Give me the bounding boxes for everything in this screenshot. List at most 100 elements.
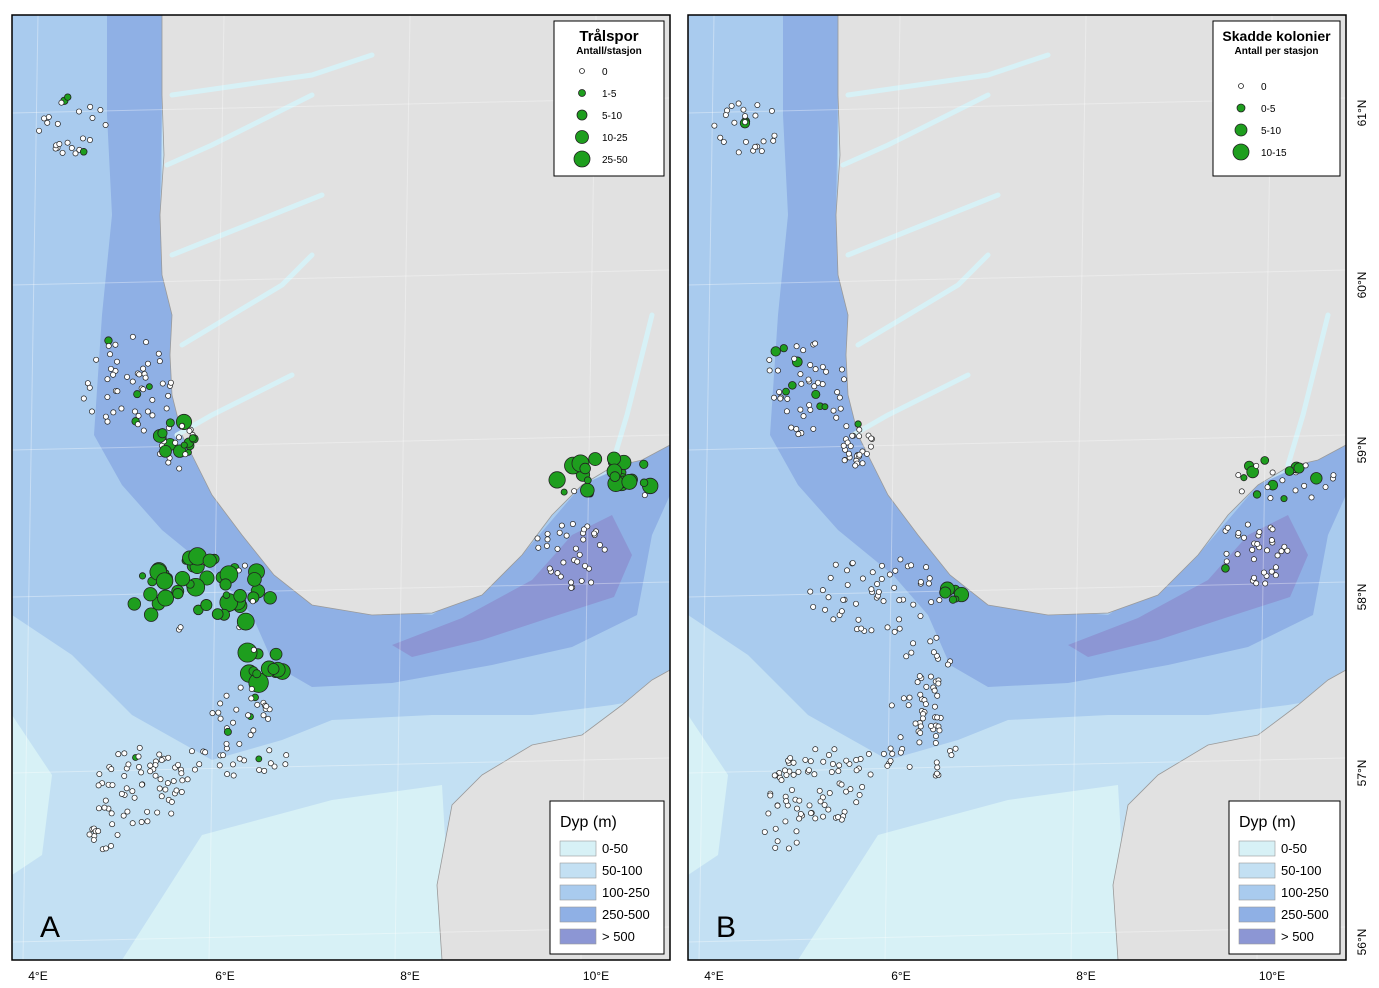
depth-swatch	[559, 840, 597, 857]
station-marker	[948, 752, 955, 759]
legend-title: Dyp (m)	[1239, 814, 1296, 831]
station-marker	[817, 798, 824, 805]
graticule	[688, 434, 1346, 451]
station-marker	[856, 426, 863, 433]
station-marker	[138, 769, 145, 776]
station-marker	[192, 766, 198, 773]
station-marker	[791, 355, 798, 362]
station-marker	[569, 521, 576, 527]
station-marker	[919, 715, 926, 722]
depth-swatch	[1238, 884, 1276, 901]
station-marker	[916, 673, 923, 680]
legend-symbol	[579, 68, 585, 74]
station-marker	[136, 744, 143, 751]
station-marker	[778, 777, 785, 784]
station-marker	[572, 545, 579, 552]
station-marker	[772, 844, 779, 851]
station-marker	[1322, 484, 1329, 491]
station-marker	[158, 793, 165, 800]
station-marker	[807, 406, 814, 413]
legend-title: Trålspor	[579, 28, 638, 45]
station-marker	[588, 452, 603, 466]
station-marker	[906, 694, 913, 701]
station-marker	[108, 842, 114, 849]
station-marker	[812, 340, 819, 347]
legend-symbol	[575, 130, 589, 144]
station-marker	[90, 836, 97, 843]
depth-250-500	[770, 15, 1346, 687]
station-marker	[118, 405, 125, 412]
station-marker	[831, 746, 838, 753]
station-marker	[1251, 574, 1257, 581]
station-marker	[609, 471, 621, 482]
station-marker	[783, 408, 790, 415]
station-marker	[936, 727, 943, 734]
station-marker	[236, 612, 255, 631]
station-marker	[934, 692, 941, 699]
station-marker	[534, 535, 541, 542]
station-marker	[914, 679, 921, 686]
station-marker	[847, 443, 854, 450]
station-marker	[586, 565, 592, 572]
station-marker	[136, 371, 143, 378]
station-marker	[248, 686, 255, 692]
legend-label: 10-15	[1261, 148, 1287, 159]
station-marker	[722, 112, 729, 118]
station-marker	[176, 465, 183, 472]
station-marker	[776, 389, 783, 395]
legend-symbol	[576, 109, 588, 121]
station-marker	[869, 569, 876, 576]
station-marker	[571, 488, 578, 495]
station-marker	[948, 595, 958, 604]
station-marker	[1249, 546, 1256, 553]
station-marker	[248, 695, 255, 702]
station-marker	[808, 810, 814, 817]
station-marker	[535, 544, 542, 551]
station-marker	[263, 703, 270, 710]
station-marker	[271, 763, 278, 770]
station-marker	[149, 397, 156, 403]
map-area	[688, 15, 1346, 960]
station-marker	[554, 545, 561, 552]
station-marker	[102, 845, 109, 852]
station-marker	[109, 782, 116, 788]
station-marker	[931, 687, 938, 694]
station-marker	[790, 759, 797, 766]
station-marker	[793, 343, 800, 350]
station-marker	[178, 789, 185, 795]
station-marker	[735, 149, 742, 156]
station-marker	[867, 443, 874, 450]
station-marker	[87, 137, 93, 143]
longitude-label: 10°E	[583, 969, 609, 983]
station-marker	[172, 588, 184, 600]
station-marker	[180, 441, 188, 449]
station-marker	[102, 797, 109, 804]
station-marker	[202, 553, 217, 568]
station-marker	[544, 530, 551, 537]
station-marker	[184, 776, 191, 783]
station-marker	[79, 148, 88, 156]
depth-swatch	[559, 928, 597, 945]
station-marker	[826, 752, 832, 758]
legend-label: 50-100	[1281, 863, 1321, 878]
station-marker	[841, 376, 847, 383]
graticule	[394, 15, 411, 960]
station-marker	[1223, 550, 1230, 557]
station-marker	[135, 412, 142, 419]
station-marker	[880, 598, 887, 605]
station-marker	[833, 414, 840, 421]
station-marker	[1254, 541, 1261, 547]
station-marker	[853, 799, 860, 806]
graticule	[688, 581, 1346, 598]
station-marker	[807, 588, 814, 595]
station-marker	[182, 451, 189, 458]
station-marker	[1253, 462, 1260, 469]
station-marker	[886, 571, 893, 578]
station-marker	[177, 624, 184, 631]
station-marker	[104, 394, 111, 401]
station-marker	[928, 599, 935, 605]
station-marker	[247, 732, 254, 739]
legend-label: 5-10	[602, 111, 622, 122]
station-marker	[834, 389, 841, 396]
legend-label: > 500	[602, 929, 635, 944]
